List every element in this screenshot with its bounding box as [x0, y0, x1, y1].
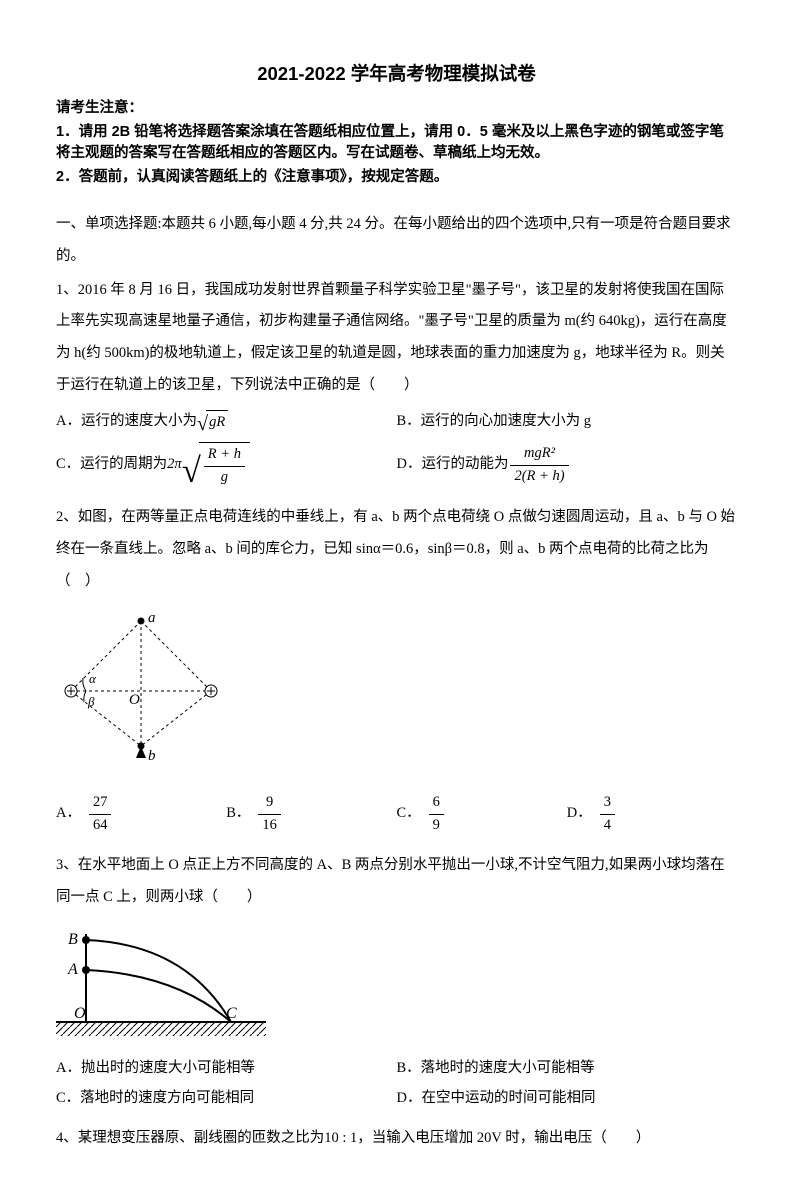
q2-a-den: 64 [89, 815, 112, 837]
q2-label-a: a [148, 610, 156, 626]
q2-d-label: D． [567, 803, 592, 825]
q1-option-b: B．运行的向心加速度大小为 g [397, 411, 738, 433]
sqrt-icon: √ gR [197, 410, 228, 434]
q2-option-b: B． 916 [226, 792, 396, 837]
q3-label-b: B [68, 931, 78, 948]
q2-option-d: D． 34 [567, 792, 737, 837]
notice-line-1: 1．请用 2B 铅笔将选择题答案涂填在答题纸相应位置上，请用 0．5 毫米及以上… [56, 122, 737, 166]
q2-a-num: 27 [89, 792, 112, 815]
q1-c-num: R + h [204, 444, 245, 467]
q1-c-prefix: C．运行的周期为 [56, 454, 167, 476]
q2-d-den: 4 [600, 815, 615, 837]
q1-a-prefix: A．运行的速度大小为 [56, 411, 197, 433]
notice-line-2: 2．答题前，认真阅读答题纸上的《注意事项》，按规定答题。 [56, 167, 737, 189]
q3-options-row-1: A．抛出时的速度大小可能相等 B．落地时的速度大小可能相等 [56, 1058, 737, 1080]
q3-b-text: B．落地时的速度大小可能相等 [397, 1058, 595, 1080]
q3-option-d: D．在空中运动的时间可能相同 [397, 1088, 738, 1110]
q1-text: 1、2016 年 8 月 16 日，我国成功发射世界首颗量子科学实验卫星"墨子号… [56, 275, 737, 403]
notice-heading: 请考生注意： [56, 98, 737, 120]
q3-options-row-2: C．落地时的速度方向可能相同 D．在空中运动的时间可能相同 [56, 1088, 737, 1110]
q2-b-num: 9 [258, 792, 281, 815]
q3-option-a: A．抛出时的速度大小可能相等 [56, 1058, 397, 1080]
q1-d-den: 2(R + h) [510, 466, 568, 488]
q1-c-coef: 2π [167, 454, 182, 476]
q3-a-text: A．抛出时的速度大小可能相等 [56, 1058, 255, 1080]
q2-d-num: 3 [600, 792, 615, 815]
q1-c-den: g [204, 467, 245, 489]
q2-b-label: B． [226, 803, 250, 825]
q2-c-label: C． [397, 803, 421, 825]
q3-option-c: C．落地时的速度方向可能相同 [56, 1088, 397, 1110]
q1-option-a: A．运行的速度大小为 √ gR [56, 410, 397, 434]
q3-diagram: B A O C [56, 922, 737, 1050]
q3-label-a: A [67, 961, 78, 978]
q2-b-den: 16 [258, 815, 281, 837]
q1-options-row-1: A．运行的速度大小为 √ gR B．运行的向心加速度大小为 g [56, 410, 737, 434]
q2-option-c: C． 69 [397, 792, 567, 837]
q3-label-c: C [226, 1005, 237, 1022]
q3-text: 3、在水平地面上 O 点正上方不同高度的 A、B 两点分别水平抛出一小球,不计空… [56, 850, 737, 914]
q1-b-text: B．运行的向心加速度大小为 g [397, 411, 592, 433]
q2-label-alpha: α [89, 671, 97, 686]
q3-d-text: D．在空中运动的时间可能相同 [397, 1088, 596, 1110]
q1-c-frac: R + h g [204, 444, 245, 489]
q2-diagram: a b O α β [56, 606, 737, 784]
q2-a-label: A． [56, 803, 81, 825]
section-1-heading: 一、单项选择题:本题共 6 小题,每小题 4 分,共 24 分。在每小题给出的四… [56, 209, 737, 273]
q1-option-c: C．运行的周期为 2π √ R + h g [56, 442, 397, 489]
page-title: 2021-2022 学年高考物理模拟试卷 [56, 60, 737, 88]
q3-c-text: C．落地时的速度方向可能相同 [56, 1088, 254, 1110]
q1-d-frac: mgR² 2(R + h) [510, 443, 568, 488]
q2-text: 2、如图，在两等量正点电荷连线的中垂线上，有 a、b 两个点电荷绕 O 点做匀速… [56, 502, 737, 598]
sqrt-icon: √ R + h g [182, 442, 250, 489]
q1-a-expr: gR [206, 410, 228, 434]
q1-option-d: D．运行的动能为 mgR² 2(R + h) [397, 443, 738, 488]
q2-label-b: b [148, 748, 156, 764]
q2-c-num: 6 [429, 792, 444, 815]
q2-label-o: O [129, 692, 140, 708]
q2-label-beta: β [87, 694, 95, 709]
q3-option-b: B．落地时的速度大小可能相等 [397, 1058, 738, 1080]
q1-options-row-2: C．运行的周期为 2π √ R + h g D．运行的动能为 mgR² 2(R … [56, 442, 737, 489]
q3-label-o: O [74, 1005, 86, 1022]
q1-d-prefix: D．运行的动能为 [397, 454, 509, 476]
q2-options: A． 2764 B． 916 C． 69 D． 34 [56, 792, 737, 837]
q2-c-den: 9 [429, 815, 444, 837]
q2-option-a: A． 2764 [56, 792, 226, 837]
q1-d-num: mgR² [510, 443, 568, 466]
q4-text: 4、某理想变压器原、副线圈的匝数之比为10 : 1，当输入电压增加 20V 时，… [56, 1123, 737, 1155]
